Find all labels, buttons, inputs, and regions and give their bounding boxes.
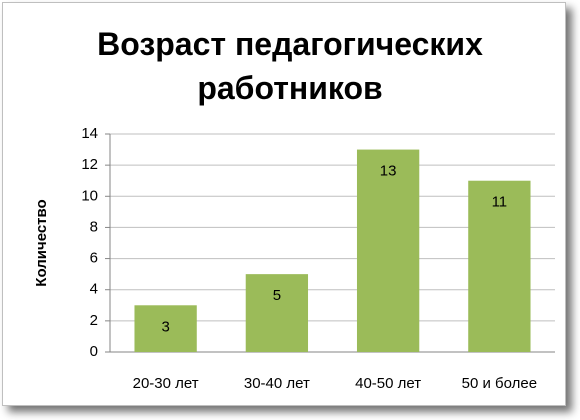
x-tick-label: 30-40 лет: [244, 375, 310, 392]
x-tick-label: 40-50 лет: [355, 375, 421, 392]
data-label: 5: [273, 287, 281, 304]
data-label: 13: [380, 163, 397, 180]
data-label: 3: [161, 318, 169, 335]
y-tick-label: 2: [90, 312, 98, 329]
y-tick-label: 4: [90, 281, 98, 298]
bar: [245, 274, 309, 352]
y-tick-label: 10: [81, 187, 98, 204]
y-axis-label: Количество: [33, 199, 50, 286]
bar: [356, 149, 420, 352]
chart-title: Возраст педагогических работников: [97, 26, 483, 106]
y-tick-label: 0: [90, 343, 98, 360]
y-tick-label: 14: [81, 125, 98, 142]
data-label: 11: [492, 194, 508, 211]
x-tick-label: 20-30 лет: [133, 375, 199, 392]
y-tick-label: 6: [90, 250, 98, 267]
bar: [134, 305, 197, 352]
y-tick-label: 12: [81, 156, 98, 173]
bar: [468, 180, 531, 352]
y-tick-label: 8: [90, 218, 98, 235]
x-tick-label: 50 и более: [462, 375, 537, 392]
